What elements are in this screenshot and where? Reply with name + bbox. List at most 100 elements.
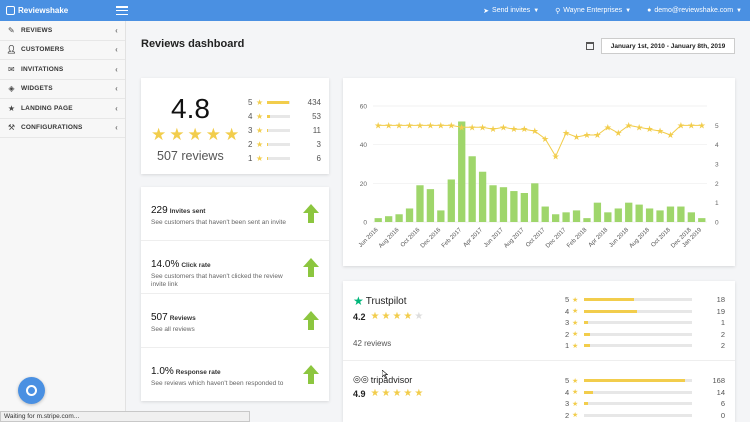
distribution-stars-label: 4 xyxy=(565,306,570,316)
sidebar-item-landing-page[interactable]: ★ LANDING PAGE ‹ xyxy=(0,99,125,119)
distribution-row[interactable]: 3 ★ 6 xyxy=(565,398,725,410)
chart-bar xyxy=(405,208,414,222)
brand[interactable]: Reviewshake xyxy=(0,6,105,15)
sidebar-item-reviews[interactable]: ✎ REVIEWS ‹ xyxy=(0,21,125,41)
stat-value: 14.0% xyxy=(151,258,180,270)
chevron-left-icon: ‹ xyxy=(115,64,118,74)
distribution-row[interactable]: 1 ★ 6 xyxy=(248,151,321,165)
chart-bar xyxy=(656,210,664,222)
hamburger-menu-icon[interactable] xyxy=(116,6,128,15)
wrench-icon: ⚒ xyxy=(7,123,16,133)
rating-point: ★ xyxy=(583,131,591,141)
send-invites-menu[interactable]: ➤ Send invites ▼ xyxy=(483,7,539,15)
sidebar: ✎ REVIEWS ‹ 👤︎ CUSTOMERS ‹ ✉ INVITATIONS… xyxy=(0,21,126,422)
distribution-bar xyxy=(584,402,693,406)
calendar-icon[interactable] xyxy=(586,42,594,50)
distribution-stars-label: 1 xyxy=(248,153,253,163)
distribution-count: 2 xyxy=(720,341,725,351)
provider-score: 4.9 ★ ★ ★ ★ ★ xyxy=(353,388,423,399)
star-icon: ★ xyxy=(572,296,579,304)
caret-down-icon: ▼ xyxy=(625,7,632,14)
divider xyxy=(343,360,735,361)
chart-bar xyxy=(614,208,622,222)
chart-bar xyxy=(531,183,539,222)
chart-bar xyxy=(447,179,455,222)
x-tick-label: Jun 2018 xyxy=(608,227,630,249)
overall-score: 4.8 xyxy=(171,93,210,124)
paper-plane-icon: ➤ xyxy=(483,7,490,15)
chart-bar xyxy=(385,216,393,222)
chart-bar xyxy=(677,206,685,222)
chart-bar xyxy=(635,204,643,222)
distribution-row[interactable]: 4 ★ 14 xyxy=(565,387,725,399)
y-tick-label-right: 0 xyxy=(715,220,719,227)
stat-row[interactable]: 14.0% Click rate See customers that haven'… xyxy=(141,241,329,294)
sidebar-item-configurations[interactable]: ⚒ CONFIGURATIONS ‹ xyxy=(0,119,125,138)
rating-point: ★ xyxy=(604,123,612,133)
chart-bar xyxy=(666,206,675,222)
distribution-row[interactable]: 3 ★ 11 xyxy=(248,123,321,137)
chat-button[interactable] xyxy=(18,377,45,404)
rating-point: ★ xyxy=(625,121,633,131)
arrow-up-icon xyxy=(303,311,319,330)
star-icon: ★ xyxy=(256,153,264,163)
sidebar-item-invitations[interactable]: ✉ INVITATIONS ‹ xyxy=(0,60,125,80)
provider-stars: ★ ★ ★ ★ ★ xyxy=(371,388,424,399)
provider-tripadvisor[interactable]: ◎◎ tripadvisor 4.9 ★ ★ ★ ★ ★ 5 ★ 168 4 ★ 14 3 ★ 6 2 ★ 0 xyxy=(343,361,735,422)
chart-bar xyxy=(437,210,445,222)
star-icon: ★ xyxy=(381,388,391,399)
stat-description-link[interactable]: See customers that haven't been sent an … xyxy=(151,219,286,226)
distribution-row[interactable]: 4 ★ 53 xyxy=(248,109,321,123)
stat-row[interactable]: 229 Invites sent See customers that haven'… xyxy=(141,187,329,241)
chevron-left-icon: ‹ xyxy=(115,45,118,55)
distribution-row[interactable]: 5 ★ 168 xyxy=(565,375,725,387)
rating-point: ★ xyxy=(479,123,487,133)
stat-description-link[interactable]: See reviews which haven't been responded… xyxy=(151,379,284,387)
rating-point: ★ xyxy=(385,121,393,131)
provider-score-value: 4.9 xyxy=(353,388,366,399)
sidebar-item-label: REVIEWS xyxy=(21,26,53,34)
stat-row[interactable]: 1.0% Response rate See reviews which haven… xyxy=(141,348,329,402)
distribution-row[interactable]: 1 ★ 2 xyxy=(565,340,725,352)
distribution-bar xyxy=(584,321,693,325)
distribution-row[interactable]: 5 ★ 434 xyxy=(248,95,321,109)
distribution-bar-fill xyxy=(584,309,638,313)
distribution-count: 53 xyxy=(312,111,321,121)
x-tick-label: Apr 2017 xyxy=(463,227,485,249)
chart-bar xyxy=(593,202,602,222)
date-range-input[interactable]: January 1st, 2010 - January 8th, 2019 xyxy=(601,38,735,54)
rating-point: ★ xyxy=(416,121,424,131)
company-menu[interactable]: ⚲ Wayne Enterprises ▼ xyxy=(555,7,631,15)
distribution-bar xyxy=(584,332,693,336)
star-icon: ★ xyxy=(224,125,240,144)
distribution-row[interactable]: 5 ★ 18 xyxy=(565,294,725,306)
distribution-row[interactable]: 2 ★ 2 xyxy=(565,329,725,341)
distribution-row[interactable]: 2 ★ 3 xyxy=(248,137,321,151)
sidebar-item-label: WIDGETS xyxy=(21,85,53,93)
stat-description-link[interactable]: See customers that haven't clicked the r… xyxy=(151,272,283,288)
distribution-row[interactable]: 4 ★ 19 xyxy=(565,306,725,318)
rating-point: ★ xyxy=(687,121,695,131)
y-tick-label-right: 1 xyxy=(715,200,719,207)
chart-bar xyxy=(687,212,695,222)
user-menu[interactable]: ● demo@reviewshake.com ▼ xyxy=(647,7,742,14)
star-icon: ★ xyxy=(381,311,391,322)
distribution-stars-label: 3 xyxy=(565,318,570,328)
chevron-left-icon: ‹ xyxy=(115,123,118,133)
map-marker-icon: ⚲ xyxy=(555,7,561,15)
provider-trustpilot[interactable]: ★ Trustpilot 4.2 ★ ★ ★ ★ ★ 42 reviews 5 ★ 18 4 ★… xyxy=(343,281,735,360)
distribution-row[interactable]: 2 ★ 0 xyxy=(565,410,725,422)
x-tick-label: Feb 2017 xyxy=(441,227,464,250)
provider-distribution: 5 ★ 168 4 ★ 14 3 ★ 6 2 ★ 0 xyxy=(565,375,725,421)
sidebar-item-customers[interactable]: 👤︎ CUSTOMERS ‹ xyxy=(0,41,125,60)
distribution-row[interactable]: 3 ★ 1 xyxy=(565,317,725,329)
stat-value: 507 xyxy=(151,312,168,323)
distribution-bar-fill xyxy=(267,100,289,104)
stat-description-link[interactable]: See all reviews xyxy=(151,326,195,333)
distribution-stars-label: 3 xyxy=(248,125,253,135)
sidebar-item-widgets[interactable]: ◈ WIDGETS ‹ xyxy=(0,80,125,99)
stat-row[interactable]: 507 Reviews See all reviews xyxy=(141,294,329,348)
distribution-count: 0 xyxy=(720,410,725,420)
distribution-count: 14 xyxy=(716,387,725,397)
